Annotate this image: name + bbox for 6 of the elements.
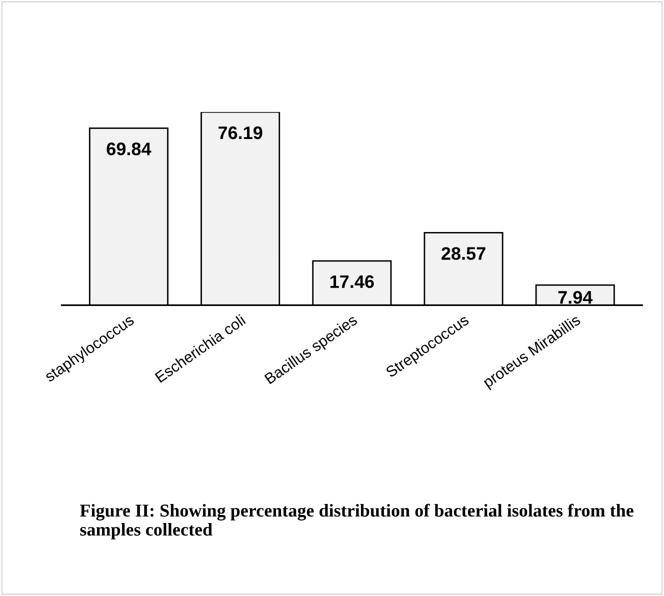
data-label: 28.57 [442,247,486,260]
text: Figure II: Showing percentage distribution of bacterial isolates from the samples collected [80,504,634,540]
data-label: 69.84 [106,142,152,156]
data-label: 7.94 [558,290,593,304]
data-label: 76.19 [218,126,262,140]
data-label: 17.46 [330,275,374,288]
